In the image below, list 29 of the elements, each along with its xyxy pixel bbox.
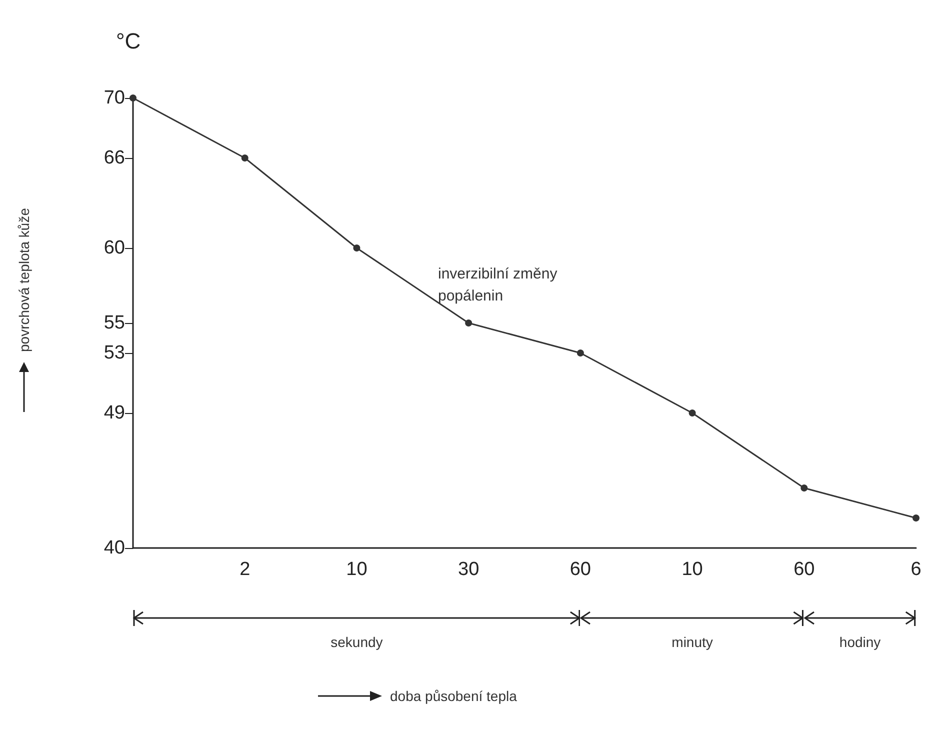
y-tick-label: 40 (104, 538, 125, 558)
text: doba působení tepla (390, 688, 517, 704)
x-tick-label: 10 (682, 559, 703, 580)
x-tick-label: 10 (346, 559, 368, 580)
y-tick-label: 53 (104, 342, 125, 364)
y-tick-label: 49 (104, 402, 125, 424)
annotation: inverzibilní změny popálenin (438, 266, 558, 304)
x-tick-label: 2 (240, 559, 250, 580)
point (353, 244, 360, 252)
text: hodiny (838, 634, 882, 650)
point (800, 484, 808, 492)
point (576, 350, 584, 356)
x-tick-label: 6 (910, 559, 922, 580)
y-tick-label: 70 (104, 88, 125, 108)
x-tick-label: 60 (794, 559, 815, 580)
text: sekundy (330, 634, 384, 650)
x-tick-label: 60 (570, 559, 591, 580)
point (241, 154, 248, 162)
point (912, 514, 920, 522)
x-tick-label: 30 (458, 559, 480, 580)
y-tick-label: 55 (104, 312, 125, 334)
point (465, 320, 472, 326)
text: minuty (670, 634, 714, 650)
text: °C (116, 28, 141, 54)
y-tick-label: 60 (104, 238, 125, 258)
text: povrchová teplota kůže (16, 208, 32, 352)
point (130, 94, 136, 102)
point (688, 410, 696, 416)
y-tick-label: 66 (104, 148, 125, 168)
